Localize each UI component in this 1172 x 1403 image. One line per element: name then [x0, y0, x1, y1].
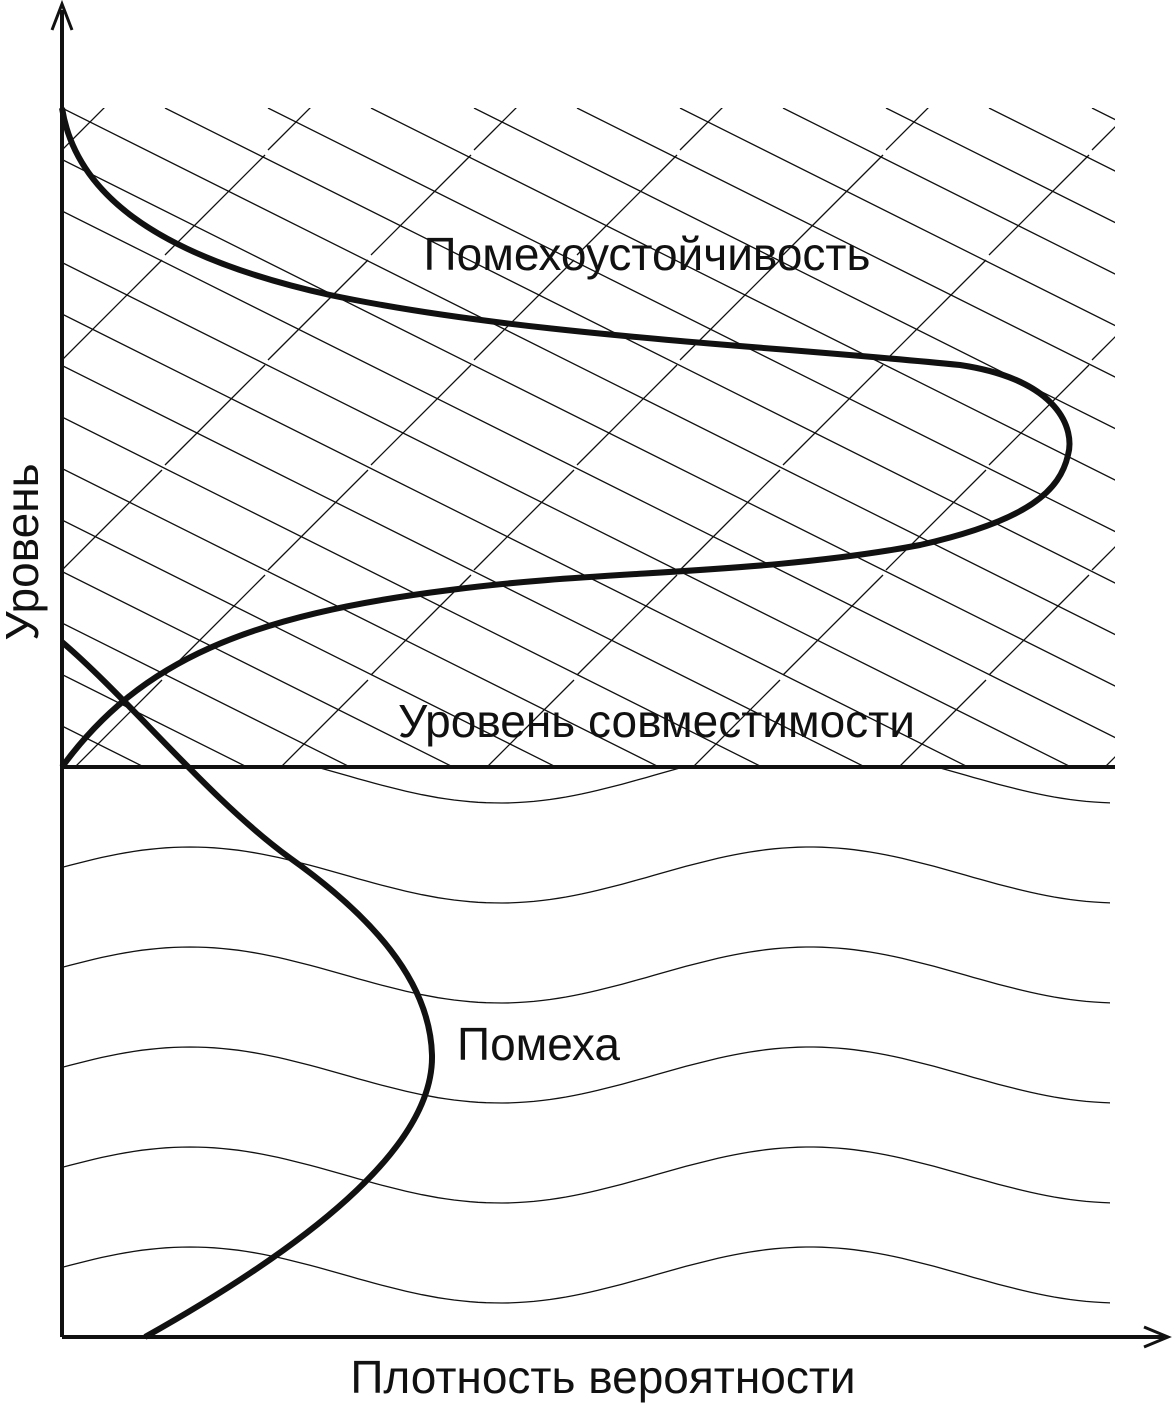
hatch-line: [164, 108, 1115, 584]
hatch-line: [576, 154, 678, 256]
hatch-line: [62, 725, 146, 767]
hatch-line: [576, 108, 1115, 378]
hatch-line: [62, 673, 249, 767]
wave-line: [62, 1046, 1111, 1104]
compatibility-label: Уровень совместимости: [398, 695, 915, 747]
immunity-label: Помехоустойчивость: [424, 228, 871, 280]
hatch-line: [473, 108, 1115, 430]
hatch-line: [692, 679, 781, 767]
wave-line: [62, 1146, 1111, 1204]
hatch-line: [62, 364, 867, 767]
hatch-line: [62, 519, 558, 767]
hatch-line: [370, 364, 472, 466]
interference-label: Помеха: [457, 1018, 620, 1070]
hatch-line: [576, 574, 678, 676]
hatch-line: [898, 679, 987, 767]
hatch-line: [267, 108, 311, 151]
hatch-line: [164, 364, 266, 466]
hatch-line: [885, 108, 1115, 224]
hatch-line: [267, 259, 369, 361]
hatch-line: [0, 365, 59, 465]
hatch-line: [0, 155, 59, 255]
hatch-line: [1091, 108, 1115, 121]
hatch-line: [1091, 546, 1115, 571]
hatch-line: [62, 416, 764, 767]
hatch-line: [988, 154, 1090, 256]
x-axis-label: Плотность вероятности: [350, 1351, 855, 1403]
hatch-line: [486, 679, 575, 767]
hatch-line: [164, 574, 266, 676]
hatch-line: [62, 259, 163, 361]
hatch-line: [164, 154, 266, 256]
hatch-line: [62, 622, 352, 767]
hatch-line: [280, 679, 369, 767]
hatch-line: [62, 570, 455, 767]
wave-line: [62, 767, 1111, 804]
immunity-hatching: [0, 108, 1115, 767]
hatch-line: [62, 469, 163, 571]
immunity-curve: [59, 107, 1073, 769]
hatch-line: [473, 259, 575, 361]
hatch-line: [62, 108, 1115, 636]
hatch-line: [679, 469, 781, 571]
hatch-line: [62, 210, 1115, 739]
wave-line: [62, 1246, 1111, 1304]
hatch-line: [62, 313, 970, 767]
wave-line: [62, 946, 1111, 1004]
hatch-line: [74, 679, 163, 767]
y-axis-label: Уровень: [0, 463, 48, 640]
hatch-line: [988, 108, 1115, 172]
hatch-line: [473, 108, 517, 151]
hatch-line: [473, 469, 575, 571]
hatch-line: [679, 108, 723, 151]
hatch-line: [679, 108, 1115, 327]
hatch-line: [885, 469, 987, 571]
hatch-line: [988, 364, 1090, 466]
hatch-line: [62, 158, 1115, 687]
hatch-line: [782, 574, 884, 676]
hatch-line: [267, 108, 1115, 533]
hatch-line: [62, 108, 105, 151]
x-axis-arrow: [1143, 1325, 1172, 1349]
wave-line: [62, 846, 1111, 904]
hatch-line: [1091, 336, 1115, 361]
hatch-line: [885, 259, 987, 361]
hatch-line: [885, 108, 929, 151]
hatch-line: [576, 364, 678, 466]
hatch-line: [782, 364, 884, 466]
hatch-line: [62, 261, 1073, 767]
hatch-line: [782, 108, 1115, 275]
hatch-line: [1104, 756, 1115, 767]
hatch-line: [782, 154, 884, 256]
hatch-line: [62, 467, 661, 767]
interference-curve: [60, 639, 436, 1340]
hatch-line: [370, 154, 472, 256]
interference-waves: [62, 767, 1111, 1304]
hatch-line: [370, 108, 1115, 481]
y-axis-arrow: [50, 0, 74, 31]
hatch-line: [1091, 126, 1115, 151]
hatch-line: [988, 574, 1090, 676]
hatch-line: [267, 469, 369, 571]
